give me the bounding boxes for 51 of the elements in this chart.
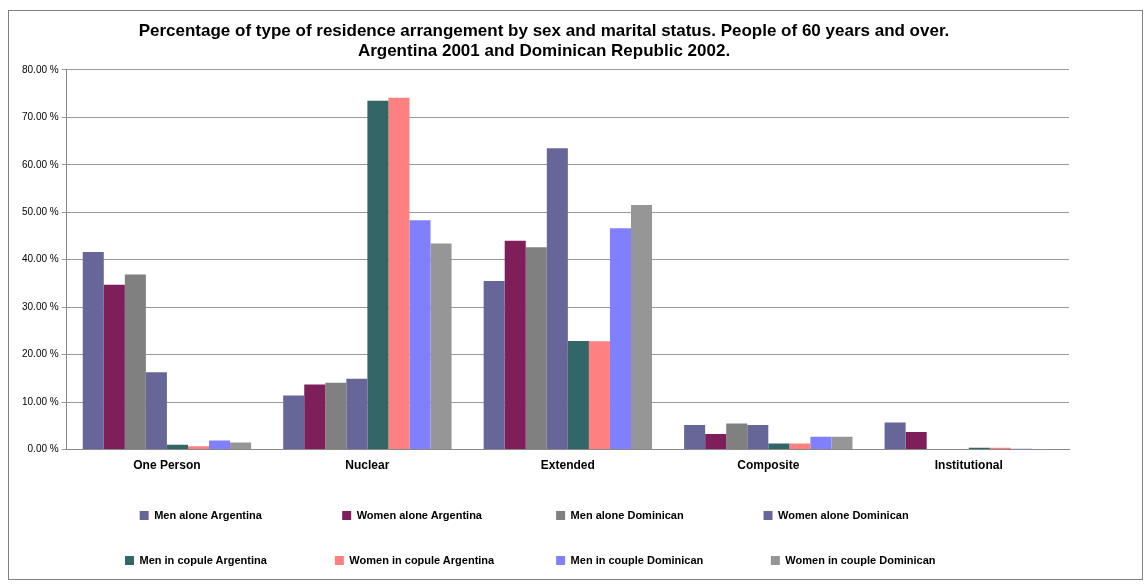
bar: [209, 440, 231, 450]
legend-label: Women alone Dominican: [778, 508, 949, 521]
bar: [789, 443, 811, 450]
bar: [82, 252, 104, 450]
bar: [483, 281, 505, 450]
y-tick-label: 80.00 %: [21, 63, 59, 75]
bar: [588, 341, 610, 450]
y-tick-label: 30.00 %: [21, 300, 59, 312]
bar: [768, 443, 790, 450]
legend-label: Men in copule Argentina: [139, 553, 301, 566]
bar: [684, 424, 706, 450]
y-tick-label: 10.00 %: [21, 395, 59, 407]
bar: [705, 433, 727, 450]
chart-title: Percentage of type of residence arrangement by sex and marital status. People of 60 years and over. Argentina 2001 and Dominican Republic 2002.: [138, 20, 950, 61]
bar: [304, 384, 326, 450]
y-tick-label: 60.00 %: [21, 158, 59, 170]
bar: [747, 424, 769, 450]
legend-label: Women alone Argentina: [356, 508, 522, 521]
bar: [367, 100, 389, 450]
x-tick-label: Extended: [540, 458, 595, 473]
y-tick-label: 40.00 %: [21, 253, 59, 265]
bar: [409, 220, 431, 450]
bar: [609, 228, 631, 450]
legend-label: Men alone Argentina: [154, 508, 308, 521]
x-tick-label: One Person: [133, 458, 201, 473]
bar: [166, 444, 188, 450]
y-tick-label: 20.00 %: [21, 348, 59, 360]
bar: [567, 340, 589, 450]
y-tick-label: 0.00 %: [27, 443, 59, 455]
x-tick-label: Institutional: [934, 458, 1003, 473]
bar: [103, 284, 125, 450]
x-tick-label: Nuclear: [345, 458, 390, 473]
bar: [283, 395, 305, 450]
bar: [831, 436, 853, 450]
x-tick-label: Composite: [737, 458, 800, 473]
bar: [187, 446, 210, 450]
bar: [230, 442, 252, 450]
bar: [810, 436, 832, 450]
bar: [884, 422, 906, 450]
bar: [346, 378, 368, 450]
bar: [388, 97, 410, 450]
legend-label: Men alone Dominican: [570, 508, 730, 521]
y-tick-label: 50.00 %: [21, 205, 59, 217]
legend-label: Women in copule Argentina: [349, 553, 522, 566]
bar: [546, 148, 568, 450]
bar: [145, 372, 167, 450]
legend-label: Women in couple Dominican: [785, 553, 963, 566]
legend-label: Men in couple Dominican: [570, 553, 737, 566]
bar: [504, 240, 526, 450]
bar: [905, 432, 927, 450]
y-tick-label: 70.00 %: [21, 111, 59, 123]
